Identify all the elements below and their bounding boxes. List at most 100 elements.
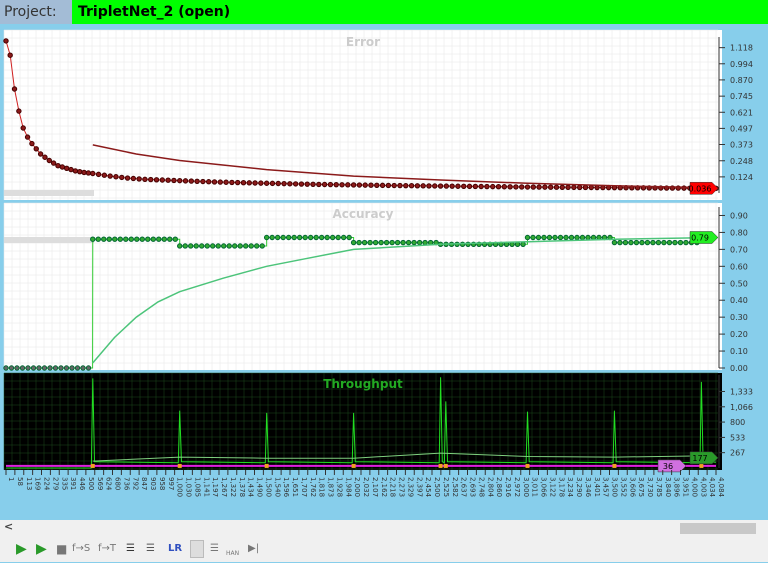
x-tick-label: 736 bbox=[122, 477, 130, 491]
x-tick-label: 3,290 bbox=[575, 477, 583, 497]
error-point bbox=[55, 163, 61, 169]
y-tick-label: 0.870 bbox=[730, 76, 753, 85]
x-tick-label: 1,540 bbox=[273, 477, 281, 497]
layers-icon[interactable]: ☰ bbox=[126, 543, 135, 554]
ok-icon[interactable] bbox=[190, 540, 204, 558]
accuracy-point bbox=[520, 241, 526, 247]
y-tick-label: 0.70 bbox=[730, 245, 748, 254]
accuracy-point bbox=[296, 234, 303, 241]
error-point bbox=[356, 182, 363, 188]
accuracy-point bbox=[254, 243, 260, 249]
stop-icon[interactable]: ■ bbox=[56, 542, 68, 556]
y-tick-label: 0.20 bbox=[730, 330, 748, 339]
accuracy-point bbox=[74, 365, 81, 371]
x-tick-label: 569 bbox=[96, 477, 104, 490]
accuracy-point bbox=[226, 243, 232, 249]
accuracy-title: Accuracy bbox=[332, 207, 393, 221]
x-tick-label: 2,500 bbox=[433, 477, 441, 497]
accuracy-point bbox=[14, 365, 20, 371]
step-icon[interactable]: ▶| bbox=[248, 543, 260, 554]
accuracy-point bbox=[552, 234, 558, 241]
x-tick-label: 3,346 bbox=[584, 477, 592, 498]
x-tick-label: 1,378 bbox=[238, 477, 246, 497]
layers-detail-icon[interactable]: ☰ bbox=[146, 543, 155, 554]
sync-t-button[interactable]: f→T bbox=[98, 543, 117, 554]
x-tick-label: 3,606 bbox=[628, 477, 636, 498]
accuracy-point bbox=[677, 239, 684, 246]
x-tick-label: 2,397 bbox=[415, 477, 423, 497]
run-icon[interactable]: ▶ bbox=[16, 541, 27, 557]
run-test-icon[interactable]: ▶ bbox=[36, 541, 47, 557]
x-tick-label: 903 bbox=[149, 477, 157, 490]
accuracy-point bbox=[666, 239, 673, 246]
error-point bbox=[85, 170, 92, 176]
han-button[interactable]: HAN bbox=[226, 550, 240, 557]
accuracy-point bbox=[346, 234, 352, 241]
y-tick-label: 0.497 bbox=[730, 124, 753, 133]
x-tick-label: 4,084 bbox=[717, 477, 725, 498]
x-tick-label: 3,000 bbox=[522, 477, 530, 497]
y-tick-label: 0.10 bbox=[730, 347, 748, 356]
accuracy-point bbox=[210, 243, 216, 249]
error-point bbox=[321, 181, 328, 188]
accuracy-point bbox=[378, 239, 384, 246]
error-point bbox=[547, 184, 554, 190]
accuracy-point bbox=[367, 239, 373, 246]
scroll-left-button[interactable]: < bbox=[4, 520, 14, 533]
x-tick-label: 169 bbox=[34, 477, 42, 490]
project-title: TripletNet_2 (open) bbox=[78, 4, 231, 20]
y-tick-label: 533 bbox=[730, 433, 745, 442]
training-charts: Error 1.118 0.994 0.870 0.745 0.621 0.497 0.37… bbox=[3, 29, 753, 498]
error-point bbox=[42, 154, 48, 160]
error-point bbox=[24, 134, 31, 140]
y-tick-label: 0.50 bbox=[730, 279, 748, 288]
scrollbar-thumb[interactable] bbox=[680, 523, 756, 534]
accuracy-point bbox=[269, 234, 275, 241]
error-point bbox=[258, 180, 264, 186]
error-point bbox=[107, 173, 113, 179]
lr-button[interactable]: LR bbox=[168, 543, 183, 554]
accuracy-point bbox=[335, 234, 341, 241]
error-point bbox=[20, 125, 26, 131]
error-point bbox=[403, 182, 409, 189]
x-tick-label: 2,329 bbox=[406, 477, 414, 497]
x-tick-label: 2,916 bbox=[504, 477, 512, 498]
accuracy-point bbox=[80, 365, 86, 371]
sync-s-button[interactable]: f→S bbox=[72, 543, 91, 554]
error-point bbox=[142, 176, 148, 183]
x-tick-label: 2,000 bbox=[353, 477, 361, 497]
error-point bbox=[16, 108, 22, 114]
horizontal-scrollbar[interactable]: < bbox=[0, 520, 768, 537]
accuracy-point bbox=[123, 236, 129, 242]
accuracy-point bbox=[628, 239, 634, 246]
x-tick-label: 1,030 bbox=[185, 477, 193, 497]
error-point bbox=[148, 176, 154, 183]
list-icon[interactable]: ☰ bbox=[210, 543, 219, 554]
accuracy-point bbox=[574, 234, 580, 241]
accuracy-point bbox=[383, 239, 390, 246]
accuracy-point bbox=[650, 239, 656, 246]
x-tick-label: 3,785 bbox=[655, 477, 663, 497]
throughput-marker bbox=[90, 463, 95, 468]
accuracy-point bbox=[372, 239, 379, 246]
accuracy-point bbox=[63, 365, 70, 371]
error-point bbox=[559, 184, 565, 190]
error-point bbox=[345, 182, 351, 188]
accuracy-point bbox=[161, 236, 167, 242]
x-tick-label: 58 bbox=[16, 477, 24, 486]
throughput-marker bbox=[525, 463, 530, 468]
x-tick-label: 958 bbox=[158, 477, 166, 490]
throughput-avg-line bbox=[92, 452, 717, 462]
throughput-marker bbox=[443, 463, 448, 468]
y-tick-label: 0.40 bbox=[730, 296, 748, 305]
x-tick-label: 3,500 bbox=[611, 477, 619, 497]
accuracy-point bbox=[661, 239, 667, 246]
x-tick-label: 500 bbox=[87, 477, 95, 490]
error-panel bbox=[4, 30, 722, 200]
y-tick-label: 0.994 bbox=[730, 60, 753, 69]
accuracy-point bbox=[90, 236, 96, 242]
x-tick-label: 1,322 bbox=[229, 477, 237, 497]
accuracy-point bbox=[30, 365, 37, 371]
error-point bbox=[565, 184, 571, 191]
accuracy-point bbox=[329, 234, 336, 241]
